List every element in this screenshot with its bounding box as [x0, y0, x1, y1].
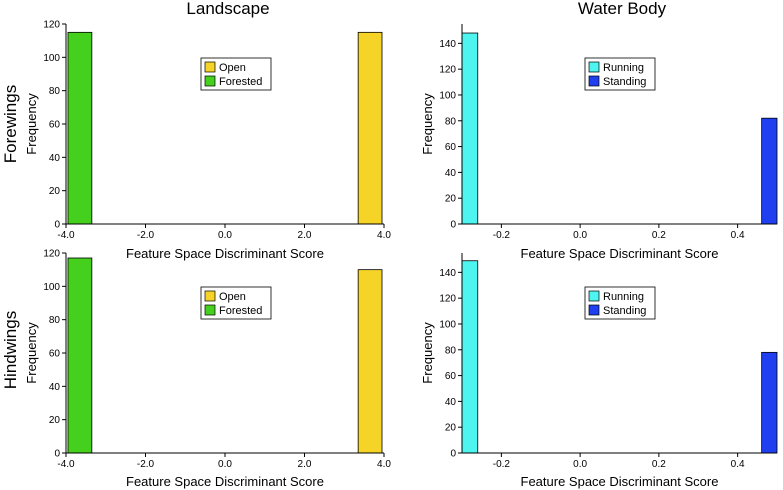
legend-swatch-running	[588, 61, 600, 73]
y-tick-label: 20	[445, 194, 457, 205]
x-tick-label: -0.2	[493, 459, 511, 470]
legend-entry-open: Open	[219, 291, 246, 303]
column-title-landscape: Landscape	[186, 0, 269, 18]
y-tick-label: 0	[450, 449, 456, 460]
y-tick-label: 60	[445, 371, 457, 382]
x-tick-label: 0.0	[573, 459, 587, 470]
x-axis-label: Feature Space Discriminant Score	[521, 246, 719, 261]
x-tick-label: 0.0	[218, 230, 232, 241]
x-axis-label: Feature Space Discriminant Score	[521, 474, 719, 489]
x-axis-label: Feature Space Discriminant Score	[126, 246, 324, 261]
forewings-water-body-panel: 0 20 40 60 80 100 120 140 -0.2 0.0 0.2 0.4 Feature S…	[420, 24, 778, 261]
hindwings-water-body-panel: 0 20 40 60 80 100 120 140 -0.2 0.0 0.2 0.4 Feature S…	[420, 253, 778, 489]
bar-standing	[761, 351, 778, 454]
y-axis-label: Frequency	[24, 93, 39, 155]
y-tick-label: 100	[43, 53, 60, 64]
y-axis-label: Frequency	[420, 93, 435, 155]
y-tick-label: 100	[439, 319, 456, 330]
y-tick-label: 100	[439, 90, 456, 101]
chart-panels: 0 20 40 60 80 100 120 -4.0 -2.0 0.0 2.0 4.0 Feature …	[24, 20, 778, 490]
y-tick-label: 100	[43, 282, 60, 293]
y-tick-label: 40	[445, 397, 457, 408]
bar-forested	[67, 31, 93, 225]
y-tick-label: 120	[43, 249, 60, 260]
x-tick-label: 4.0	[377, 459, 391, 470]
y-tick-label: 0	[54, 449, 60, 460]
x-tick-label: 2.0	[298, 230, 312, 241]
y-tick-label: 140	[439, 268, 456, 279]
forewings-landscape-panel: 0 20 40 60 80 100 120 -4.0 -2.0 0.0 2.0 4.0 Feature …	[24, 20, 391, 262]
y-tick-label: 60	[49, 120, 61, 131]
bar-standing	[761, 117, 778, 225]
legend-entry-running: Running	[603, 291, 644, 303]
legend-entry-standing: Standing	[603, 76, 646, 88]
y-tick-label: 0	[450, 220, 456, 231]
y-tick-label: 80	[49, 315, 61, 326]
hindwings-landscape-panel: 0 20 40 60 80 100 120 -4.0 -2.0 0.0 2.0 4.0 Feature …	[24, 249, 391, 490]
bar-running	[461, 260, 479, 454]
x-tick-label: 0.2	[652, 459, 666, 470]
legend-swatch-open	[204, 290, 216, 302]
legend-swatch-running	[588, 290, 600, 302]
x-tick-label: -0.2	[493, 230, 511, 241]
x-tick-label: 0.0	[573, 230, 587, 241]
y-tick-label: 40	[445, 168, 457, 179]
x-tick-label: 0.4	[731, 459, 745, 470]
y-tick-label: 20	[49, 186, 61, 197]
bar-open	[357, 269, 383, 454]
y-tick-label: 120	[439, 294, 456, 305]
bar-open	[357, 31, 383, 225]
legend-entry-standing: Standing	[603, 305, 646, 317]
y-tick-label: 40	[49, 153, 61, 164]
y-tick-label: 40	[49, 382, 61, 393]
x-tick-label: 4.0	[377, 230, 391, 241]
x-tick-label: 0.4	[731, 230, 745, 241]
bar-forested	[67, 257, 93, 454]
legend-swatch-forested	[204, 75, 216, 87]
row-title-forewings: Forewings	[1, 85, 20, 163]
legend-swatch-standing	[588, 75, 600, 87]
legend-swatch-standing	[588, 304, 600, 316]
legend-entry-forested: Forested	[219, 76, 262, 88]
legend-swatch-forested	[204, 304, 216, 316]
y-tick-label: 120	[43, 20, 60, 31]
legend-swatch-open	[204, 61, 216, 73]
y-tick-label: 20	[49, 415, 61, 426]
y-tick-label: 0	[54, 220, 60, 231]
y-tick-label: 20	[445, 423, 457, 434]
x-tick-label: 2.0	[298, 459, 312, 470]
y-tick-label: 120	[439, 65, 456, 76]
y-tick-label: 140	[439, 39, 456, 50]
legend: Running Standing	[584, 57, 656, 91]
y-tick-label: 80	[49, 86, 61, 97]
column-title-water-body: Water Body	[578, 0, 667, 18]
x-tick-label: -4.0	[57, 230, 75, 241]
x-tick-label: 0.0	[218, 459, 232, 470]
legend-entry-running: Running	[603, 62, 644, 74]
x-tick-label: 0.2	[652, 230, 666, 241]
row-title-hindwings: Hindwings	[1, 311, 20, 389]
y-tick-label: 80	[445, 345, 457, 356]
x-tick-label: -2.0	[137, 230, 155, 241]
y-tick-label: 80	[445, 116, 457, 127]
y-axis-label: Frequency	[420, 322, 435, 384]
x-tick-label: -4.0	[57, 459, 75, 470]
legend: Running Standing	[584, 286, 656, 320]
y-tick-label: 60	[49, 349, 61, 360]
legend-entry-forested: Forested	[219, 305, 262, 317]
bar-running	[461, 32, 479, 225]
y-axis-label: Frequency	[24, 322, 39, 384]
x-axis-label: Feature Space Discriminant Score	[126, 474, 324, 489]
legend-entry-open: Open	[219, 62, 246, 74]
x-tick-label: -2.0	[137, 459, 155, 470]
legend: Open Forested	[200, 57, 272, 91]
legend: Open Forested	[200, 286, 272, 320]
y-tick-label: 60	[445, 142, 457, 153]
